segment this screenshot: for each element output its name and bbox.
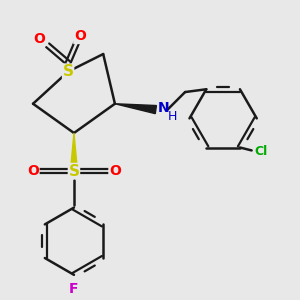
Text: S: S bbox=[68, 164, 80, 178]
Polygon shape bbox=[70, 133, 77, 171]
Text: F: F bbox=[69, 282, 79, 296]
Text: O: O bbox=[33, 32, 45, 46]
Text: O: O bbox=[27, 164, 39, 178]
Text: H: H bbox=[168, 110, 178, 123]
Text: O: O bbox=[109, 164, 121, 178]
Text: N: N bbox=[157, 101, 169, 115]
Polygon shape bbox=[115, 104, 156, 114]
Text: O: O bbox=[74, 29, 86, 44]
Text: Cl: Cl bbox=[255, 146, 268, 158]
Text: S: S bbox=[63, 64, 74, 79]
